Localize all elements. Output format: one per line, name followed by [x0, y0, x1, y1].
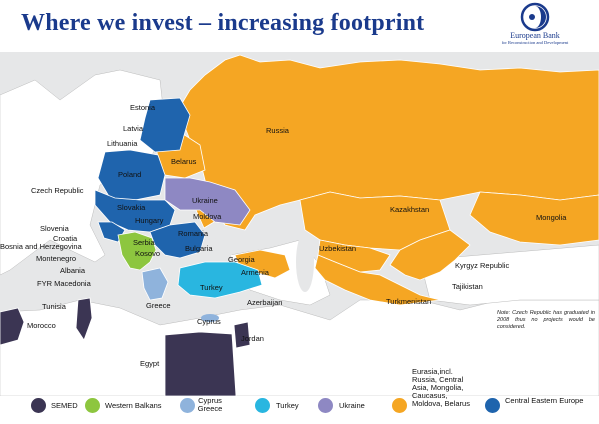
- label-lithuania: Lithuania: [107, 139, 138, 148]
- region-romania-bulgaria: [149, 221, 206, 259]
- label-uzbekistan: Uzbekistan: [319, 244, 357, 253]
- legend-swatch-turkey: [255, 398, 270, 413]
- page-title: Where we invest – increasing footprint: [21, 10, 425, 36]
- logo-subtitle: for Reconstruction and Development: [501, 40, 569, 45]
- region-tunisia: [75, 297, 93, 341]
- region-cyprus: [201, 314, 219, 322]
- land-africa-mideast: [0, 299, 599, 396]
- region-greece: [141, 267, 169, 301]
- region-egypt: [164, 331, 237, 396]
- label-romania: Romania: [178, 229, 209, 238]
- label-serbia: Serbia: [133, 238, 155, 247]
- logo-name: European Bank: [510, 31, 560, 40]
- legend-swatch-cyprus-greece: [180, 398, 195, 413]
- label-azerbaijan: Azerbaijan: [247, 298, 283, 307]
- legend-swatch-eurasia: [392, 398, 407, 413]
- legend-swatch-western-balkans: [85, 398, 100, 413]
- label-morocco: Morocco: [27, 321, 56, 330]
- label-moldova: Moldova: [193, 212, 222, 221]
- label-slovakia: Slovakia: [117, 203, 146, 212]
- label-estonia: Estonia: [130, 103, 156, 112]
- label-ukraine: Ukraine: [192, 196, 218, 205]
- label-tajikistan: Tajikistan: [452, 282, 483, 291]
- legend-label-cyprus-greece: Cyprus Greece: [197, 396, 223, 413]
- legend-swatch-ukraine: [318, 398, 333, 413]
- label-montenegro: Montenegro: [36, 254, 77, 263]
- legend-label-central-eastern-europe: Central Eastern Europe: [505, 396, 584, 405]
- label-kosovo: Kosovo: [135, 249, 161, 258]
- label-egypt: Egypt: [140, 359, 160, 368]
- legend-label-turkey: Turkey: [276, 401, 299, 410]
- label-turkmenistan: Turkmenistan: [386, 297, 432, 306]
- label-jordan: Jordan: [241, 334, 264, 343]
- label-slovenia: Slovenia: [40, 224, 69, 233]
- region-jordan: [233, 321, 251, 349]
- ebrd-logo-icon: [520, 2, 550, 32]
- legend-label-semed: SEMED: [51, 401, 78, 410]
- label-cyprus: Cyprus: [197, 317, 221, 326]
- label-belarus: Belarus: [171, 157, 197, 166]
- region-ukraine: [164, 177, 251, 226]
- caspian-sea: [296, 232, 314, 292]
- label-turkey: Turkey: [200, 283, 223, 292]
- region-kyrgyz-tajik: [389, 229, 471, 281]
- ebrd-logo: European Bank for Reconstruction and Dev…: [480, 2, 590, 50]
- label-czech-republic: Czech Republic: [31, 186, 84, 195]
- label-kazakhstan: Kazakhstan: [390, 205, 430, 214]
- label-hungary: Hungary: [135, 216, 164, 225]
- legend-swatch-central-eastern-europe: [485, 398, 500, 413]
- label-georgia: Georgia: [228, 255, 255, 264]
- label-latvia: Latvia: [123, 124, 144, 133]
- region-western-balkans: [117, 231, 157, 271]
- label-kyrgyz-republic: Kyrgyz Republic: [455, 261, 510, 270]
- legend: SEMED Western Balkans Cyprus Greece Turk…: [0, 368, 599, 424]
- label-bosnia: Bosnia and Herzegovina: [0, 242, 82, 251]
- label-albania: Albania: [60, 266, 86, 275]
- land-east: [419, 244, 599, 306]
- label-tunisia: Tunisia: [42, 302, 66, 311]
- land-europe: [0, 69, 166, 276]
- map-canvas: [0, 54, 599, 396]
- region-poland: [97, 149, 166, 201]
- legend-label-ukraine: Ukraine: [339, 401, 365, 410]
- header: Where we invest – increasing footprint E…: [0, 0, 599, 52]
- label-greece: Greece: [146, 301, 171, 310]
- label-russia: Russia: [266, 126, 289, 135]
- region-mongolia: [469, 191, 599, 246]
- region-morocco: [0, 307, 25, 346]
- map: Estonia Latvia Lithuania Russia Belarus …: [0, 52, 599, 396]
- label-poland: Poland: [118, 170, 142, 179]
- graduation-note: Note: Czech Republic has graduated in 20…: [497, 310, 595, 330]
- legend-swatch-semed: [31, 398, 46, 413]
- label-fyr-macedonia: FYR Macedonia: [37, 279, 91, 288]
- region-turkmenistan: [314, 254, 441, 306]
- region-turkey: [177, 261, 263, 299]
- region-baltics: [139, 97, 191, 153]
- legend-label-eurasia: Eurasia,incl. Russia, Central Asia, Mong…: [412, 367, 470, 408]
- label-croatia: Croatia: [53, 234, 78, 243]
- label-mongolia: Mongolia: [536, 213, 567, 222]
- legend-label-western-balkans: Western Balkans: [105, 401, 162, 410]
- label-bulgaria: Bulgaria: [185, 244, 213, 253]
- label-armenia: Armenia: [241, 268, 269, 277]
